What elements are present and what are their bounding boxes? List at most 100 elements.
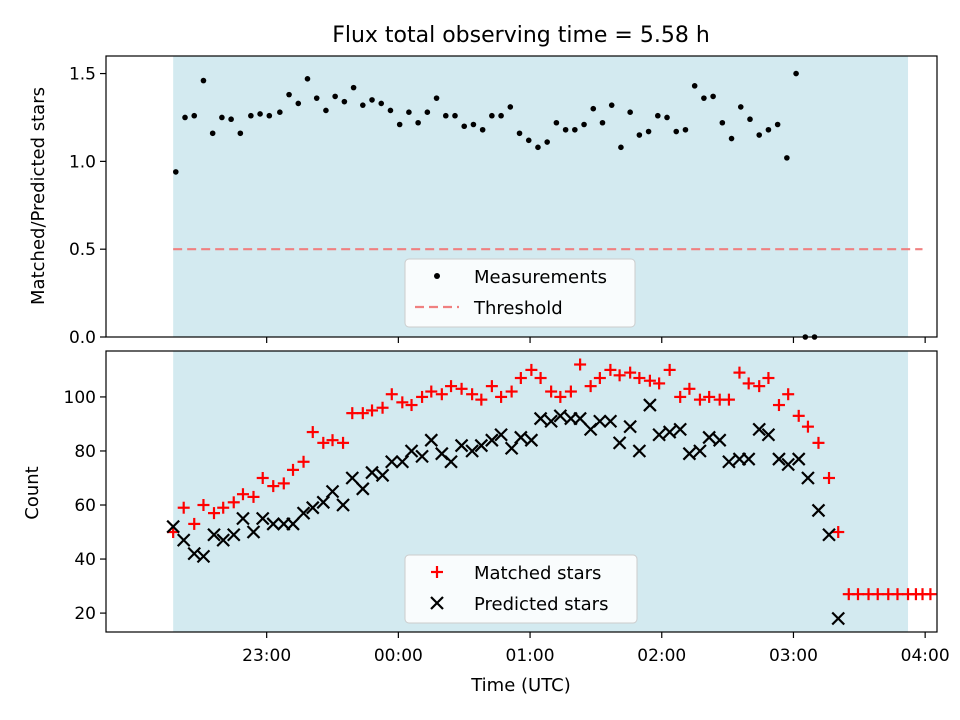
y-tick-label: 0.5 xyxy=(69,240,96,260)
matched-star-point xyxy=(851,588,864,601)
matched-star-point xyxy=(197,499,210,512)
matched-star-point xyxy=(247,490,260,503)
matched-star-point xyxy=(256,471,269,484)
predicted-star-point xyxy=(415,449,429,464)
matched-star-point xyxy=(267,480,280,493)
matched-star-point xyxy=(455,382,468,395)
measurement-point xyxy=(191,112,198,119)
matched-star-point xyxy=(435,388,448,401)
predicted-star-point xyxy=(454,438,469,453)
top-x-ticks xyxy=(266,337,926,343)
predicted-star-point xyxy=(207,527,221,542)
predicted-star-point xyxy=(791,452,806,466)
matched-star-point xyxy=(236,488,249,501)
measurement-point xyxy=(701,95,707,101)
bottom-y-axis-label: Count xyxy=(22,466,43,519)
measurement-point xyxy=(627,109,633,115)
matched-star-point xyxy=(376,401,389,414)
y-tick-label: 1.5 xyxy=(69,65,96,85)
measurement-point xyxy=(424,109,431,115)
matched-star-point xyxy=(762,372,775,385)
predicted-star-point xyxy=(494,427,508,442)
chart-title: Flux total observing time = 5.58 h xyxy=(332,23,710,48)
matched-star-point xyxy=(505,385,518,398)
predicted-star-point xyxy=(395,455,410,469)
matched-star-point xyxy=(812,436,825,449)
bottom-legend-box xyxy=(404,554,638,624)
predicted-star-point xyxy=(643,398,657,412)
matched-star-point xyxy=(674,390,687,403)
predicted-star-point xyxy=(524,433,539,447)
matched-star-point xyxy=(801,420,814,433)
measurement-point xyxy=(608,102,615,108)
predicted-star-point xyxy=(345,471,360,485)
predicted-star-point xyxy=(465,444,479,458)
predicted-star-point xyxy=(336,498,350,512)
predicted-star-point xyxy=(573,411,587,426)
measurement-point xyxy=(304,76,311,82)
measurement-point xyxy=(387,107,394,114)
predicted-star-point xyxy=(246,525,261,539)
predicted-star-point xyxy=(682,446,697,461)
bottom-x-ticks: 23:00 00:00 01:00 02:00 03:00 04:00 xyxy=(242,632,950,666)
measurement-point xyxy=(581,121,587,128)
matched-star-point xyxy=(613,369,626,382)
predicted-star-point xyxy=(236,511,250,526)
matched-star-point xyxy=(337,436,350,449)
matched-star-point xyxy=(722,393,735,406)
measurement-point xyxy=(774,121,781,128)
y-tick-label: 1.0 xyxy=(69,152,96,172)
measurement-point xyxy=(277,109,283,115)
measurement-point xyxy=(295,100,302,107)
measurement-point xyxy=(406,109,412,115)
measurement-points xyxy=(172,70,818,340)
measurement-point xyxy=(378,100,385,107)
matched-star-point xyxy=(475,393,488,406)
measurement-point xyxy=(645,128,652,135)
matched-star-point xyxy=(742,377,755,390)
matched-star-point xyxy=(188,517,201,530)
measurement-point xyxy=(544,139,550,145)
predicted-star-point xyxy=(504,441,519,456)
matched-star-point xyxy=(416,390,429,403)
measurement-point xyxy=(237,130,244,137)
predicted-star-point xyxy=(593,414,607,429)
matched-star-point xyxy=(396,396,409,409)
y-tick-label: 80 xyxy=(74,442,96,462)
matched-star-point xyxy=(534,372,547,385)
y-tick-label: 40 xyxy=(74,550,96,570)
predicted-star-point xyxy=(176,533,191,547)
top-axes-frame xyxy=(105,55,938,338)
top-y-axis-label: Matched/Predicted stars xyxy=(28,87,49,305)
predicted-star-point xyxy=(741,452,756,466)
measurement-point xyxy=(572,126,578,133)
measurement-point xyxy=(396,121,403,128)
predicted-star-point xyxy=(772,452,786,466)
measurement-point xyxy=(719,119,726,126)
top-legend-box xyxy=(404,258,636,328)
measurement-point xyxy=(747,116,753,123)
matched-star-point xyxy=(693,393,706,406)
x-tick-label: 00:00 xyxy=(374,646,423,666)
matched-star-point xyxy=(753,380,766,393)
bottom-legend: Matched stars Predicted stars xyxy=(404,554,638,624)
measurement-point xyxy=(415,119,421,126)
x-tick-label: 02:00 xyxy=(637,646,686,666)
legend-predicted-marker xyxy=(430,596,444,610)
predicted-star-point xyxy=(533,411,548,426)
predicted-star-point xyxy=(404,444,419,458)
predicted-star-point xyxy=(286,517,300,531)
measurement-point xyxy=(341,98,348,105)
measurement-point xyxy=(562,126,569,133)
legend-predicted-label: Predicted stars xyxy=(474,594,608,615)
top-legend: Measurements Threshold xyxy=(404,258,636,328)
matched-star-point xyxy=(297,455,310,468)
measurement-point xyxy=(728,135,735,142)
measurement-point xyxy=(200,77,207,84)
measurement-point xyxy=(784,155,790,161)
matched-star-point xyxy=(823,471,836,484)
predicted-star-point xyxy=(752,422,766,437)
matched-star-point xyxy=(643,374,656,387)
measurement-point xyxy=(765,126,772,133)
measurement-point xyxy=(452,112,458,119)
